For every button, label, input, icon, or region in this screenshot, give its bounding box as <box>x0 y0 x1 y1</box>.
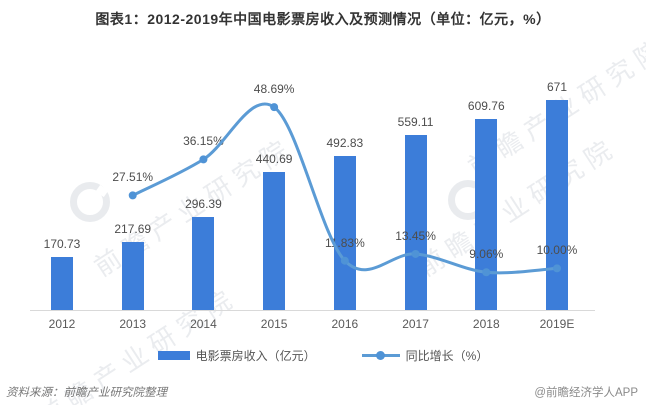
growth-value-label: 48.69% <box>253 82 295 97</box>
x-tick-label: 2014 <box>190 317 217 331</box>
bar-value-label: 559.11 <box>397 115 434 130</box>
legend-item-box-office: 电影票房收入（亿元） <box>157 347 316 364</box>
bar-value-label: 170.73 <box>43 236 81 251</box>
bar-2012 <box>51 256 73 310</box>
legend: 电影票房收入（亿元） 同比增长（%） <box>0 347 646 364</box>
bar-value-label: 671 <box>546 80 567 95</box>
bar-value-label: 217.69 <box>114 221 152 236</box>
chart-title: 图表1：2012-2019年中国电影票房收入及预测情况（单位：亿元，%） <box>95 11 551 27</box>
x-tick-label: 2013 <box>119 317 147 331</box>
legend-label-growth: 同比增长（%） <box>405 349 489 363</box>
x-tick-label: 2016 <box>331 317 359 331</box>
growth-value-label: 13.45% <box>395 228 436 243</box>
bar-2014 <box>192 217 215 310</box>
bar-2018 <box>475 119 498 310</box>
x-tick-label: 2017 <box>402 317 429 331</box>
watermark-logo-icon <box>70 182 110 222</box>
source-note: 资料来源：前瞻产业研究院整理 <box>6 387 167 399</box>
x-tick-label: 2018 <box>472 317 500 331</box>
bar-series-swatch-icon <box>157 351 190 360</box>
line-series-swatch-icon <box>361 351 400 360</box>
bar-value-label: 296.39 <box>185 197 222 212</box>
bar-2013 <box>121 241 144 310</box>
x-tick-label: 2019E <box>539 317 575 331</box>
legend-item-growth: 同比增长（%） <box>361 347 489 364</box>
credit-note: @前瞻经济学人APP <box>534 387 638 399</box>
bar-value-label: 492.83 <box>326 135 364 150</box>
bar-2016 <box>333 155 356 310</box>
line-marker <box>199 155 208 164</box>
legend-label-box-office: 电影票房收入（亿元） <box>195 349 316 363</box>
bar-2015 <box>263 172 286 310</box>
x-axis-line <box>30 310 595 311</box>
bar-2017 <box>404 135 427 310</box>
x-tick-label: 2015 <box>260 317 288 331</box>
line-marker <box>270 103 279 112</box>
growth-value-label: 10.00% <box>536 243 578 258</box>
growth-value-label: 27.51% <box>112 170 154 185</box>
bar-value-label: 609.76 <box>467 99 505 114</box>
bar-value-label: 440.69 <box>255 152 293 167</box>
bar-2019E <box>545 100 568 310</box>
x-tick-label: 2012 <box>48 317 76 331</box>
line-marker <box>128 191 137 200</box>
growth-value-label: 36.15% <box>183 134 224 149</box>
